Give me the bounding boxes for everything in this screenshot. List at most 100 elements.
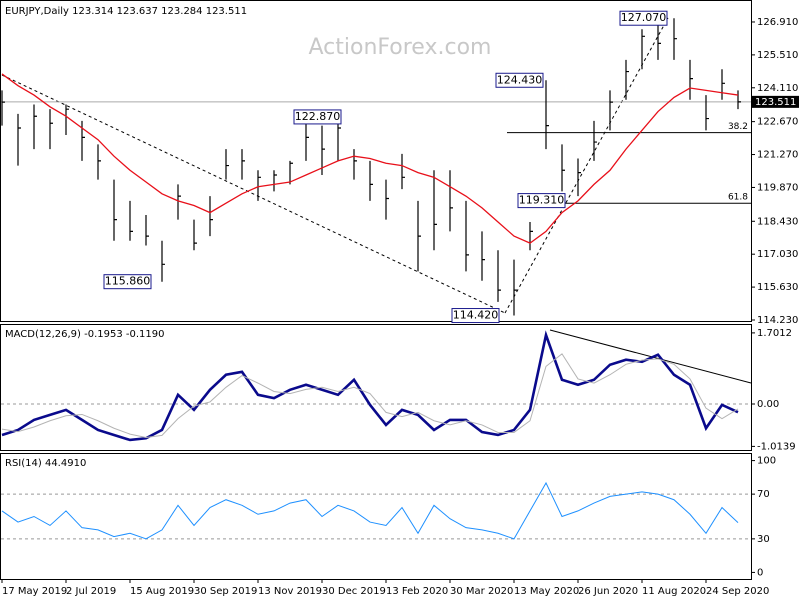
x-tick-label: 15 Aug 2019 — [130, 586, 194, 597]
x-tick-label: 30 Sep 2019 — [194, 586, 257, 597]
x-tick-label: 30 Dec 2019 — [322, 586, 386, 597]
ohlc-bar — [497, 250, 501, 302]
ohlc-bar — [161, 240, 165, 282]
ohlc-bar — [97, 144, 101, 180]
ohlc-bar — [449, 170, 453, 232]
macd-title: MACD(12,26,9) -0.1953 -0.1190 — [5, 329, 165, 340]
y-tick-label: 100 — [757, 456, 776, 467]
y-tick-label: 0.00 — [757, 399, 779, 410]
x-tick-label: 11 Aug 2020 — [642, 586, 706, 597]
ohlc-bar — [113, 179, 117, 241]
macd-panel-frame — [0, 324, 752, 451]
y-tick-label: 70 — [757, 489, 770, 500]
ohlc-bar — [369, 160, 373, 201]
x-tick-label: 24 Sep 2020 — [706, 586, 769, 597]
ohlc-bar — [417, 200, 421, 272]
ohlc-bar — [609, 90, 613, 131]
watermark: ActionForex.com — [309, 35, 492, 60]
ohlc-bar — [401, 153, 405, 190]
y-tick-label: 125.510 — [757, 50, 798, 61]
ohlc-bar — [129, 200, 133, 241]
rsi-title: RSI(14) 44.4910 — [5, 458, 86, 469]
ohlc-bar — [545, 80, 549, 150]
annotation-box — [293, 109, 342, 125]
ohlc-bar — [321, 125, 325, 175]
x-tick-label: 13 Nov 2019 — [258, 586, 322, 597]
x-tick-label: 2 Jul 2019 — [66, 586, 116, 597]
ohlc-bar — [209, 196, 213, 237]
ohlc-bar — [689, 59, 693, 100]
y-tick-label: 1.7012 — [757, 328, 792, 339]
macd-trend-line — [549, 329, 752, 384]
y-tick-label: 30 — [757, 534, 770, 545]
y-tick-label: 117.030 — [757, 249, 798, 260]
y-tick-label: 122.670 — [757, 117, 798, 128]
annotation-box — [517, 193, 566, 209]
last-price-label: 123.511 — [755, 97, 796, 108]
x-tick-label: 17 May 2019 — [2, 586, 67, 597]
ohlc-bar — [289, 160, 293, 185]
annotation-label: 114.420 — [453, 309, 499, 322]
ohlc-bar — [561, 144, 565, 192]
ohlc-bar — [625, 59, 629, 100]
ohlc-bar — [593, 120, 597, 161]
moving-average — [1, 73, 739, 244]
annotation-label: 127.070 — [621, 11, 667, 24]
x-tick-label: 30 Mar 2020 — [450, 586, 513, 597]
ohlc-bar — [17, 113, 21, 166]
y-tick-label: 0 — [757, 567, 763, 578]
annotation-box — [103, 274, 152, 290]
y-tick-label: 121.270 — [757, 150, 798, 161]
series-line — [1, 330, 739, 442]
ohlc-bar — [705, 95, 709, 131]
annotation-box — [451, 308, 500, 324]
fib-label: 61.8 — [728, 193, 748, 203]
ohlc-bar — [577, 158, 581, 197]
ohlc-bar — [657, 24, 661, 60]
trend-line — [1, 74, 506, 314]
ohlc-bar — [273, 170, 277, 192]
ohlc-bar — [241, 149, 245, 180]
annotation-label: 124.430 — [497, 73, 543, 86]
x-tick-label: 13 May 2020 — [514, 586, 579, 597]
ohlc-bar — [337, 120, 341, 161]
trend-line — [504, 17, 669, 314]
y-tick-label: 124.110 — [757, 83, 798, 94]
y-tick-label: 118.430 — [757, 216, 798, 227]
x-tick-label: 26 Jun 2020 — [578, 586, 638, 597]
annotation-label: 119.310 — [519, 194, 565, 207]
annotation-label: 122.870 — [295, 110, 341, 123]
ohlc-bar — [721, 69, 725, 100]
y-tick-label: 119.870 — [757, 182, 798, 193]
ohlc-bar — [225, 149, 229, 180]
ohlc-bar — [465, 200, 469, 272]
annotation-label: 115.860 — [105, 275, 151, 288]
y-tick-label: 115.630 — [757, 282, 798, 293]
ohlc-bar — [513, 259, 517, 316]
ohlc-bar — [193, 219, 197, 251]
annotation-box — [619, 10, 668, 26]
rsi-panel-frame — [0, 453, 752, 580]
ohlc-bar — [641, 29, 645, 70]
ohlc-bar — [529, 221, 533, 251]
ohlc-bar — [737, 90, 741, 110]
ohlc-bar — [481, 231, 485, 281]
y-tick-label: 114.230 — [757, 315, 798, 326]
ohlc-bar — [433, 170, 437, 251]
last-price-box — [752, 95, 799, 108]
y-tick-label: -1.0139 — [757, 441, 796, 452]
price-panel-frame — [0, 0, 752, 322]
ohlc-bar — [257, 170, 261, 201]
x-tick-label: 13 Feb 2020 — [386, 586, 448, 597]
ohlc-bar — [1, 90, 5, 126]
annotation-box — [495, 72, 544, 88]
ohlc-bar — [33, 104, 37, 150]
ohlc-bar — [49, 109, 53, 150]
fib-label: 38.2 — [728, 122, 748, 132]
ohlc-bar — [385, 179, 389, 220]
ohlc-bar — [145, 214, 149, 246]
price-title: EURJPY,Daily 123.314 123.637 123.284 123… — [5, 6, 247, 17]
